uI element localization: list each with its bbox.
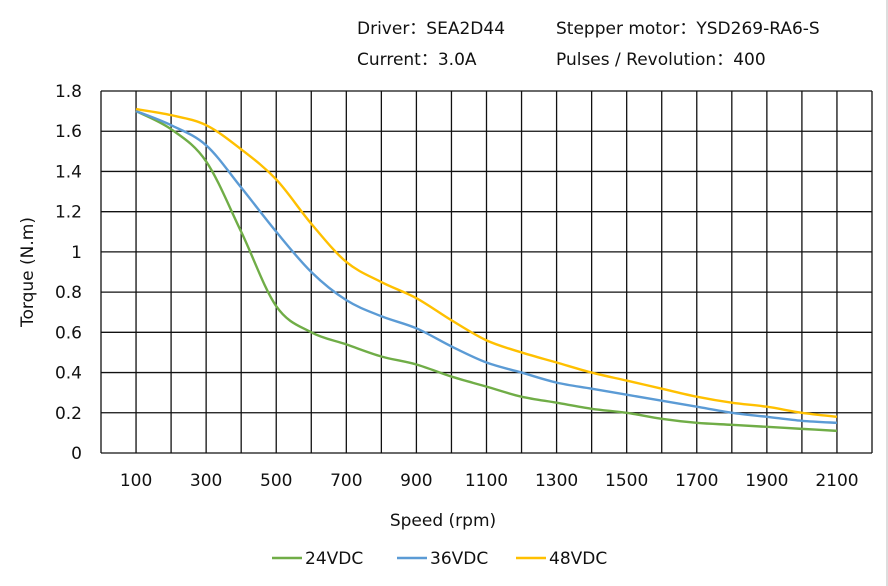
- y-axis-label: Torque (N.m): [18, 217, 38, 328]
- y-tick-label: 1: [71, 243, 82, 263]
- x-tick-label: 300: [190, 471, 222, 491]
- x-axis-label: Speed (rpm): [390, 511, 496, 531]
- x-tick-label: 1700: [675, 471, 718, 491]
- y-tick-label: 1.2: [55, 203, 82, 223]
- x-tick-label: 1900: [745, 471, 788, 491]
- x-tick-label: 700: [330, 471, 362, 491]
- x-tick-label: 100: [120, 471, 152, 491]
- y-tick-label: 1.6: [55, 122, 82, 142]
- x-tick-label: 1300: [535, 471, 578, 491]
- y-tick-label: 1.8: [55, 82, 82, 102]
- x-tick-label: 2100: [815, 471, 858, 491]
- series-line-24VDC: [135, 110, 838, 433]
- driver-label: Driver：SEA2D44: [357, 19, 506, 39]
- legend-label: 36VDC: [430, 549, 488, 569]
- series-line-48VDC: [135, 107, 838, 418]
- y-tick-label: 1.4: [55, 162, 82, 182]
- x-tick-label: 1100: [465, 471, 508, 491]
- motor-label: Stepper motor：YSD269-RA6-S: [556, 19, 820, 39]
- legend-label: 24VDC: [305, 549, 363, 569]
- y-tick-label: 0.4: [55, 364, 82, 384]
- y-tick-label: 0.6: [55, 323, 82, 343]
- x-tick-label: 1500: [605, 471, 648, 491]
- y-tick-label: 0.2: [55, 404, 82, 424]
- legend-label: 48VDC: [549, 549, 607, 569]
- y-tick-label: 0.8: [55, 283, 82, 303]
- x-tick-label: 900: [400, 471, 432, 491]
- x-tick-label: 500: [260, 471, 292, 491]
- pulses-label: Pulses / Revolution：400: [556, 50, 766, 70]
- series-line-36VDC: [135, 109, 838, 425]
- current-label: Current：3.0A: [357, 50, 477, 70]
- y-tick-label: 0: [71, 444, 82, 464]
